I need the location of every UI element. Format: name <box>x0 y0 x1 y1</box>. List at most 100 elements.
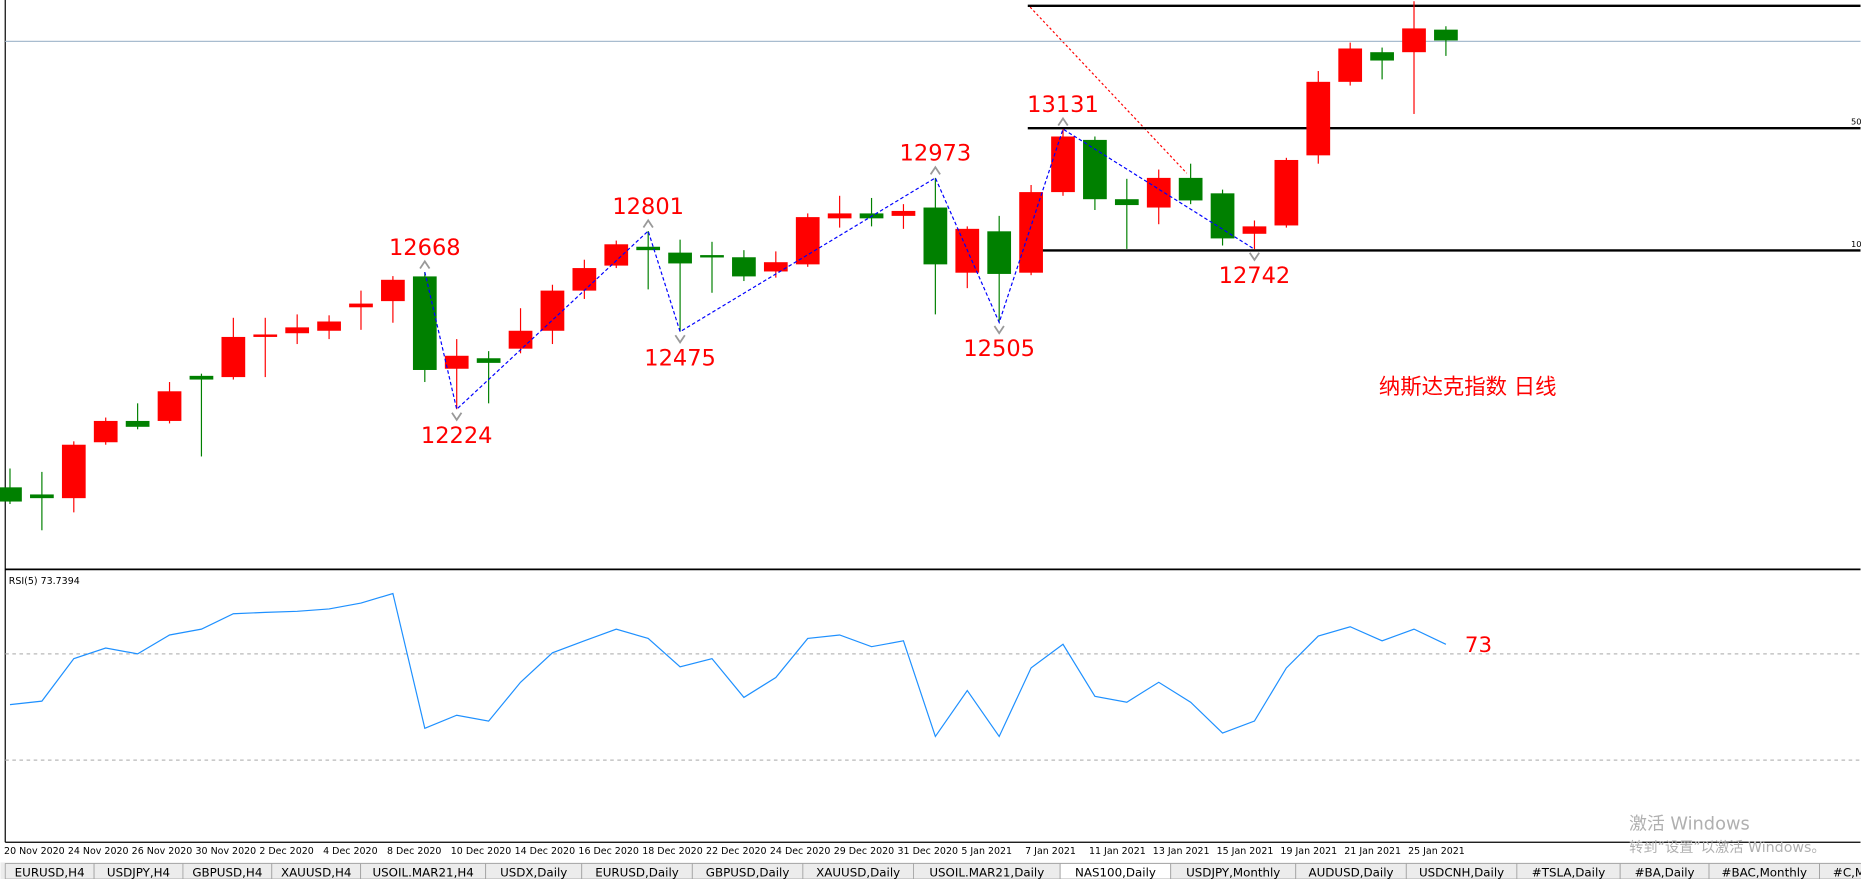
x-tick-label: 31 Dec 2020 <box>898 846 959 857</box>
tab-label: XAUUSD,Daily <box>816 866 900 879</box>
pivot-label: 12801 <box>612 194 684 220</box>
x-tick-label: 24 Nov 2020 <box>68 846 129 857</box>
watermark-text: 转到“设置”以激活 Windows。 <box>1629 839 1825 856</box>
rsi-line <box>9 592 1447 738</box>
x-tick-label: 10 Dec 2020 <box>451 846 512 857</box>
candle-body <box>1434 29 1458 41</box>
candle-body <box>412 276 437 370</box>
pivot-marker <box>674 334 686 344</box>
indicator-label: RSI(5) 73.7394 <box>9 576 80 587</box>
x-tick-label: 8 Dec 2020 <box>387 846 441 857</box>
candle-body <box>189 375 214 380</box>
candle-body <box>636 246 661 251</box>
pivot-marker <box>1248 252 1260 262</box>
tab-label: #C,Monthly <box>1833 866 1861 879</box>
level-label: 50 <box>1851 117 1861 127</box>
tab-label: #BA,Daily <box>1635 866 1695 879</box>
x-tick-label: 21 Jan 2021 <box>1344 846 1401 857</box>
candle-body <box>476 358 501 363</box>
pivot-label: 13131 <box>1027 92 1099 118</box>
candle-body <box>93 420 118 443</box>
watermark-title: 激活 Windows <box>1629 813 1750 834</box>
candle-body <box>1242 226 1267 234</box>
chart-annotation: 纳斯达克指数 日线 <box>1379 375 1557 400</box>
candle-body <box>572 268 597 291</box>
pivot-label: 12668 <box>389 235 461 261</box>
pivot-marker <box>642 218 654 228</box>
candle-body <box>540 290 565 331</box>
candle-body <box>1051 136 1075 193</box>
candle-body <box>444 355 469 369</box>
tab-label: USDCNH,Daily <box>1419 866 1504 879</box>
candle-body <box>1370 52 1394 61</box>
tab-label: #BAC,Monthly <box>1722 866 1808 879</box>
candle-body <box>1306 81 1331 156</box>
candle-body <box>1402 28 1426 53</box>
candle-body <box>923 207 948 265</box>
candle-body <box>1338 48 1363 82</box>
x-tick-label: 20 Nov 2020 <box>4 846 65 857</box>
trend-line <box>1029 6 1188 174</box>
x-tick-label: 26 Nov 2020 <box>132 846 193 857</box>
x-tick-label: 5 Jan 2021 <box>961 846 1012 857</box>
level-label: 100 <box>1851 239 1861 249</box>
x-tick-label: 19 Jan 2021 <box>1280 846 1337 857</box>
pivot-label: 12742 <box>1219 263 1291 289</box>
pivot-marker <box>451 412 463 422</box>
pivot-label: 12224 <box>421 423 493 449</box>
tab-label: USDJPY,H4 <box>107 866 170 879</box>
candle-body <box>1146 177 1171 208</box>
tab-label: USDX,Daily <box>500 866 567 879</box>
candle-body <box>763 262 788 272</box>
x-tick-label: 18 Dec 2020 <box>642 846 703 857</box>
tab-label: AUDUSD,Daily <box>1308 866 1393 879</box>
tab-label: GBPUSD,Daily <box>706 866 790 879</box>
tab-label: USDJPY,Monthly <box>1186 866 1280 879</box>
candle-body <box>61 444 86 499</box>
tab-label: EURUSD,Daily <box>595 866 679 879</box>
pivot-marker <box>1057 116 1069 127</box>
pivot-label: 12973 <box>900 141 972 167</box>
zigzag-line <box>424 128 1255 411</box>
x-tick-label: 14 Dec 2020 <box>515 846 576 857</box>
candle-body <box>700 255 724 258</box>
x-tick-label: 15 Jan 2021 <box>1217 846 1274 857</box>
tab-label: NAS100,Daily <box>1075 866 1156 879</box>
candle-body <box>827 213 852 219</box>
x-tick-label: 25 Jan 2021 <box>1408 846 1465 857</box>
x-tick-label: 24 Dec 2020 <box>770 846 831 857</box>
candle-body <box>508 330 533 349</box>
candle-body <box>1274 159 1299 226</box>
tab-label: EURUSD,H4 <box>15 866 85 879</box>
candle-body <box>1019 192 1043 273</box>
tab-label: USOIL.MAR21,H4 <box>372 866 473 879</box>
x-tick-label: 16 Dec 2020 <box>578 846 639 857</box>
tab-label: #TSLA,Daily <box>1532 866 1605 879</box>
x-tick-label: 13 Jan 2021 <box>1153 846 1210 857</box>
candle-body <box>381 279 405 302</box>
candle-body <box>30 494 54 499</box>
candle-body <box>1083 139 1107 200</box>
pivot-marker <box>993 325 1005 335</box>
pivot-marker <box>419 259 431 270</box>
candle-body <box>317 321 341 331</box>
candle-body <box>157 391 182 421</box>
candle-body <box>987 231 1012 274</box>
candle-body <box>668 252 692 264</box>
candle-body <box>285 327 310 334</box>
candle-body <box>732 257 756 277</box>
candle-body <box>1114 199 1139 206</box>
tab-label: GBPUSD,H4 <box>192 866 262 879</box>
tab-label: XAUUSD,H4 <box>281 866 352 879</box>
x-tick-label: 4 Dec 2020 <box>323 846 377 857</box>
candle-body <box>253 334 278 337</box>
x-tick-label: 7 Jan 2021 <box>1025 846 1076 857</box>
candle-body <box>0 487 22 502</box>
x-tick-label: 22 Dec 2020 <box>706 846 767 857</box>
candle-body <box>1210 193 1235 239</box>
pivot-label: 12475 <box>644 345 716 371</box>
pivot-label: 12505 <box>963 336 1035 362</box>
